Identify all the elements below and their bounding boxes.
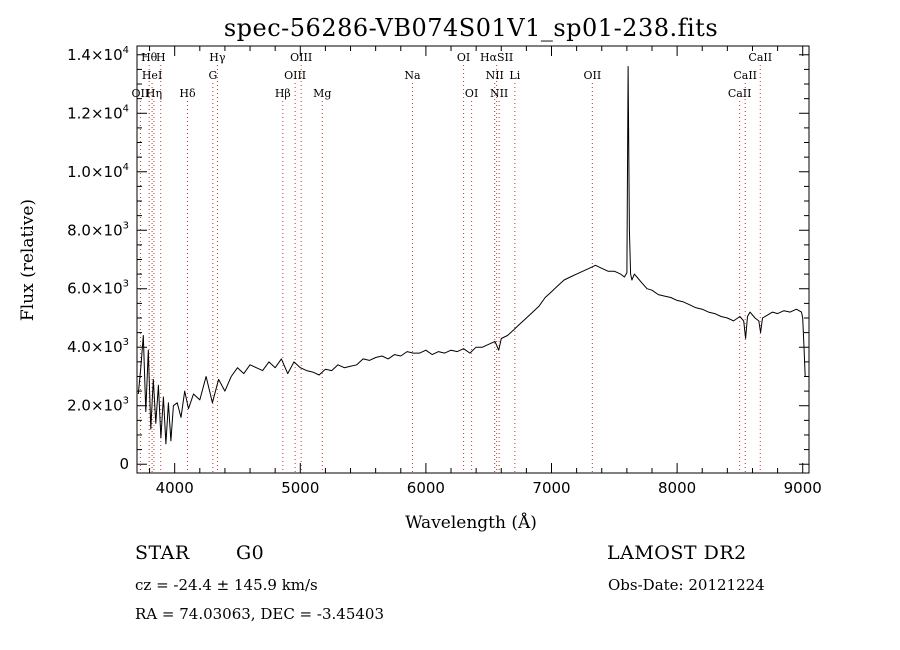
y-tick-label: 1.2×104 [67, 103, 129, 122]
plot-frame [136, 45, 810, 474]
spectral-line-label: HeI [142, 69, 162, 82]
spectral-line-label: HαSII [480, 51, 513, 64]
spectral-line-label: OII [132, 87, 150, 100]
y-tick-mantissa: 0 [119, 455, 129, 473]
x-axis: 4000 5000 6000 7000 8000 9000 [149, 46, 822, 497]
y-tick-exponent: 3 [123, 396, 129, 407]
survey-name: LAMOST DR2 [607, 542, 747, 564]
spectral-line-label: Hβ [275, 87, 291, 100]
spectral-line-label: Na [404, 69, 421, 82]
object-class: STAR [135, 542, 190, 564]
coordinates: RA = 74.03063, DEC = -3.45403 [135, 605, 384, 623]
spectral-line-label: CaII [748, 51, 772, 64]
y-tick-mantissa: 2.0×10 [67, 397, 123, 415]
y-axis-label: Flux (relative) [18, 199, 38, 321]
spectral-line-label: Li [509, 69, 520, 82]
y-axis: 02.0×1034.0×1036.0×1038.0×1031.0×1041.2×… [67, 45, 809, 473]
y-tick-exponent: 4 [123, 162, 129, 173]
object-subclass: G0 [236, 542, 265, 564]
y-tick-label: 2.0×103 [67, 396, 129, 415]
spectral-line-label: G [208, 69, 217, 82]
spectral-line-label: CaII [733, 69, 757, 82]
y-tick-exponent: 3 [123, 279, 129, 290]
spectral-line-label: NII [486, 69, 504, 82]
spectral-line-label: Mg [313, 87, 331, 100]
spectral-line-label: H [156, 51, 166, 64]
spectral-line-label: OI [457, 51, 470, 64]
y-tick-exponent: 4 [123, 45, 129, 56]
y-tick-label: 1.0×104 [67, 162, 129, 181]
spectral-line-label: OIII [284, 69, 306, 82]
spectral-line-label: CaII [728, 87, 752, 100]
spectral-line-markers [139, 65, 761, 473]
y-tick-label: 8.0×103 [67, 220, 129, 239]
y-tick-mantissa: 4.0×10 [67, 338, 123, 356]
y-tick-mantissa: 6.0×10 [67, 280, 123, 298]
spectral-line-label: Hγ [209, 51, 226, 64]
spectral-line-label: OIII [290, 51, 312, 64]
spectral-line-label: NII [490, 87, 508, 100]
x-tick-label: 6000 [407, 479, 445, 497]
y-tick-label: 0 [119, 455, 129, 473]
y-tick-exponent: 3 [123, 220, 129, 231]
redshift-cz: cz = -24.4 ± 145.9 km/s [135, 576, 318, 594]
y-tick-mantissa: 1.2×10 [67, 104, 123, 122]
spectral-line-label: Hθ [141, 51, 158, 64]
observation-date: Obs-Date: 20121224 [608, 576, 765, 594]
x-tick-label: 4000 [156, 479, 194, 497]
spectrum-series-line [137, 66, 806, 445]
x-tick-label: 7000 [532, 479, 570, 497]
y-tick-mantissa: 1.0×10 [67, 163, 123, 181]
x-tick-label: 8000 [658, 479, 696, 497]
y-tick-label: 1.4×104 [67, 45, 129, 64]
y-tick-exponent: 4 [123, 103, 129, 114]
y-tick-exponent: 3 [123, 337, 129, 348]
y-tick-label: 6.0×103 [67, 279, 129, 298]
spectral-line-label: OI [465, 87, 478, 100]
chart-title: spec-56286-VB074S01V1_sp01-238.fits [224, 14, 718, 42]
spectral-line-label: Hη [146, 87, 162, 100]
x-axis-label: Wavelength (Å) [405, 512, 537, 533]
x-tick-label: 5000 [281, 479, 319, 497]
y-tick-label: 4.0×103 [67, 337, 129, 356]
spectral-line-label: Hδ [179, 87, 196, 100]
x-tick-label: 9000 [784, 479, 822, 497]
y-tick-mantissa: 1.4×10 [67, 46, 123, 64]
spectral-line-label: OII [583, 69, 601, 82]
y-tick-mantissa: 8.0×10 [67, 221, 123, 239]
